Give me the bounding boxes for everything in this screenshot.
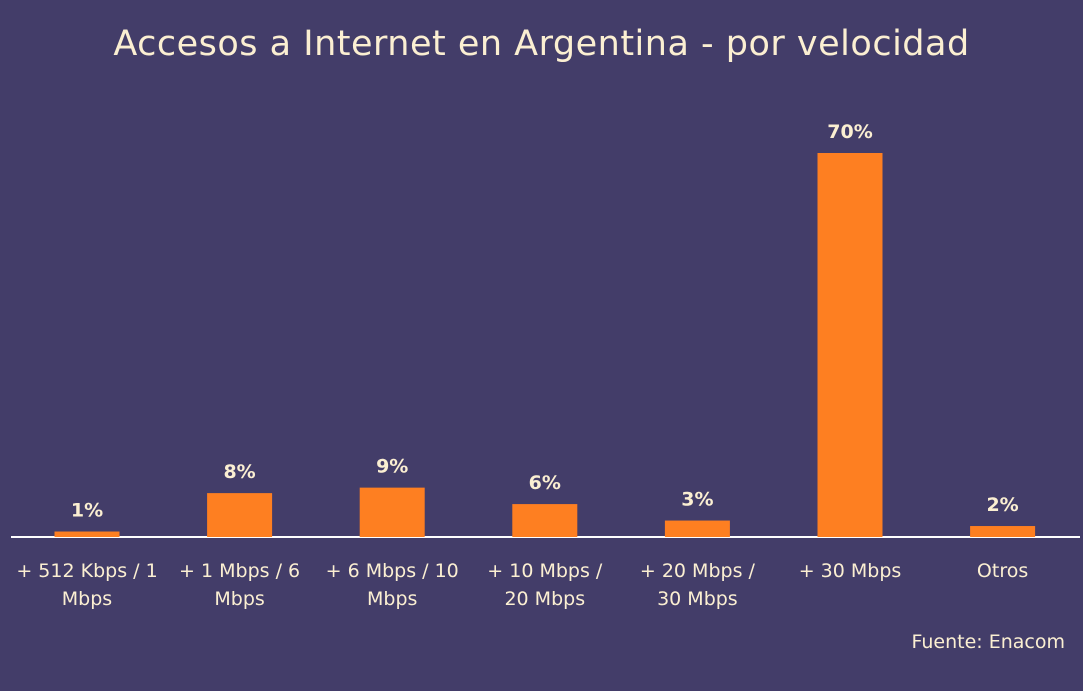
data-label: 3% [681,489,713,511]
x-tick-label-line: Mbps [62,588,112,610]
x-tick-label: Otros [977,560,1028,582]
x-tick-label: + 10 Mbps / 20 Mbps [487,560,603,610]
x-tick-label-line: + 512 Kbps / 1 [16,560,157,582]
x-tick-label-line: 20 Mbps [504,588,585,610]
x-tick-label-line: + 1 Mbps / 6 [179,560,300,582]
x-tick-label: + 512 Kbps / 1 Mbps [16,560,157,610]
x-tick-label: + 6 Mbps / 10 Mbps [326,560,459,610]
bar [970,526,1036,537]
x-tick-label-line: + 6 Mbps / 10 [326,560,459,582]
x-tick-label-line: Otros [977,560,1028,582]
x-tick-label-line: + 10 Mbps / [487,560,603,582]
x-tick-label: + 30 Mbps [799,560,902,582]
data-label: 2% [986,494,1018,516]
bar [54,531,120,537]
bar [207,493,273,537]
x-tick-label-line: Mbps [367,588,417,610]
chart-title: Accesos a Internet en Argentina - por ve… [113,24,970,64]
x-tick-label-line: + 30 Mbps [799,560,902,582]
x-tick-label-line: + 20 Mbps / [640,560,756,582]
x-tick-label-line: Mbps [214,588,264,610]
data-label: 70% [827,121,872,143]
x-tick-label: + 1 Mbps / 6 Mbps [179,560,300,610]
bar [359,487,425,537]
x-tick-label-line: 30 Mbps [657,588,738,610]
bar [664,520,730,537]
data-label: 9% [376,456,408,478]
x-tick-label: + 20 Mbps / 30 Mbps [640,560,756,610]
bar [817,153,883,537]
data-label: 8% [223,461,255,483]
data-label: 1% [71,500,103,522]
source-note: Fuente: Enacom [911,631,1065,653]
bar [512,504,578,537]
data-label: 6% [529,472,561,494]
